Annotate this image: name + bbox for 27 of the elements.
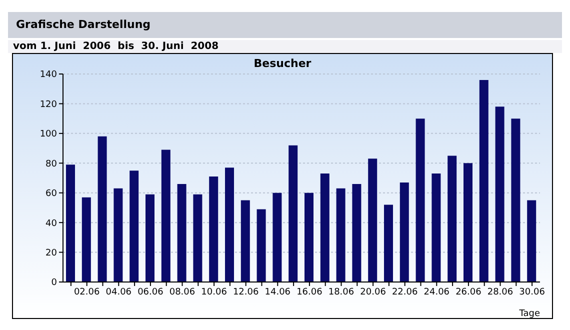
x-tick-label: 18.06: [328, 287, 354, 298]
x-tick-label: 12.06: [232, 287, 260, 298]
y-tick-label: 100: [40, 130, 58, 140]
x-tick-label: 26.06: [456, 287, 482, 298]
chart-title: Grafische Darstellung: [8, 12, 562, 38]
y-tick-label: 140: [40, 70, 58, 80]
x-tick-label: 02.06: [74, 287, 100, 298]
x-tick-label: 30.06: [519, 287, 546, 298]
y-tick-label: 40: [46, 218, 58, 229]
y-tick-label: 60: [46, 189, 58, 200]
text: Besucher: [252, 57, 312, 70]
x-tick-label: 14.06: [264, 287, 291, 298]
x-tick-label: 24.06: [424, 287, 450, 298]
y-tick-label: 0: [51, 278, 58, 288]
y-tick-label: 20: [46, 248, 58, 258]
x-tick-label: 06.06: [138, 287, 164, 298]
y-tick-label: 120: [40, 100, 58, 110]
y-tick-label: 80: [46, 159, 58, 170]
x-tick-label: 10.06: [201, 287, 228, 298]
x-tick-label: 22.06: [392, 287, 418, 298]
chart-subtitle: vom 1. Juni 2006 bis 30. Juni 2008: [8, 40, 562, 53]
x-tick-label: 16.06: [296, 287, 323, 298]
x-tick-label: 08.06: [169, 287, 196, 298]
x-tick-label: 04.06: [106, 287, 132, 298]
x-tick-label: 20.06: [360, 287, 386, 298]
x-tick-label: 28.06: [487, 287, 514, 298]
x-axis-title: Tage: [518, 309, 540, 319]
